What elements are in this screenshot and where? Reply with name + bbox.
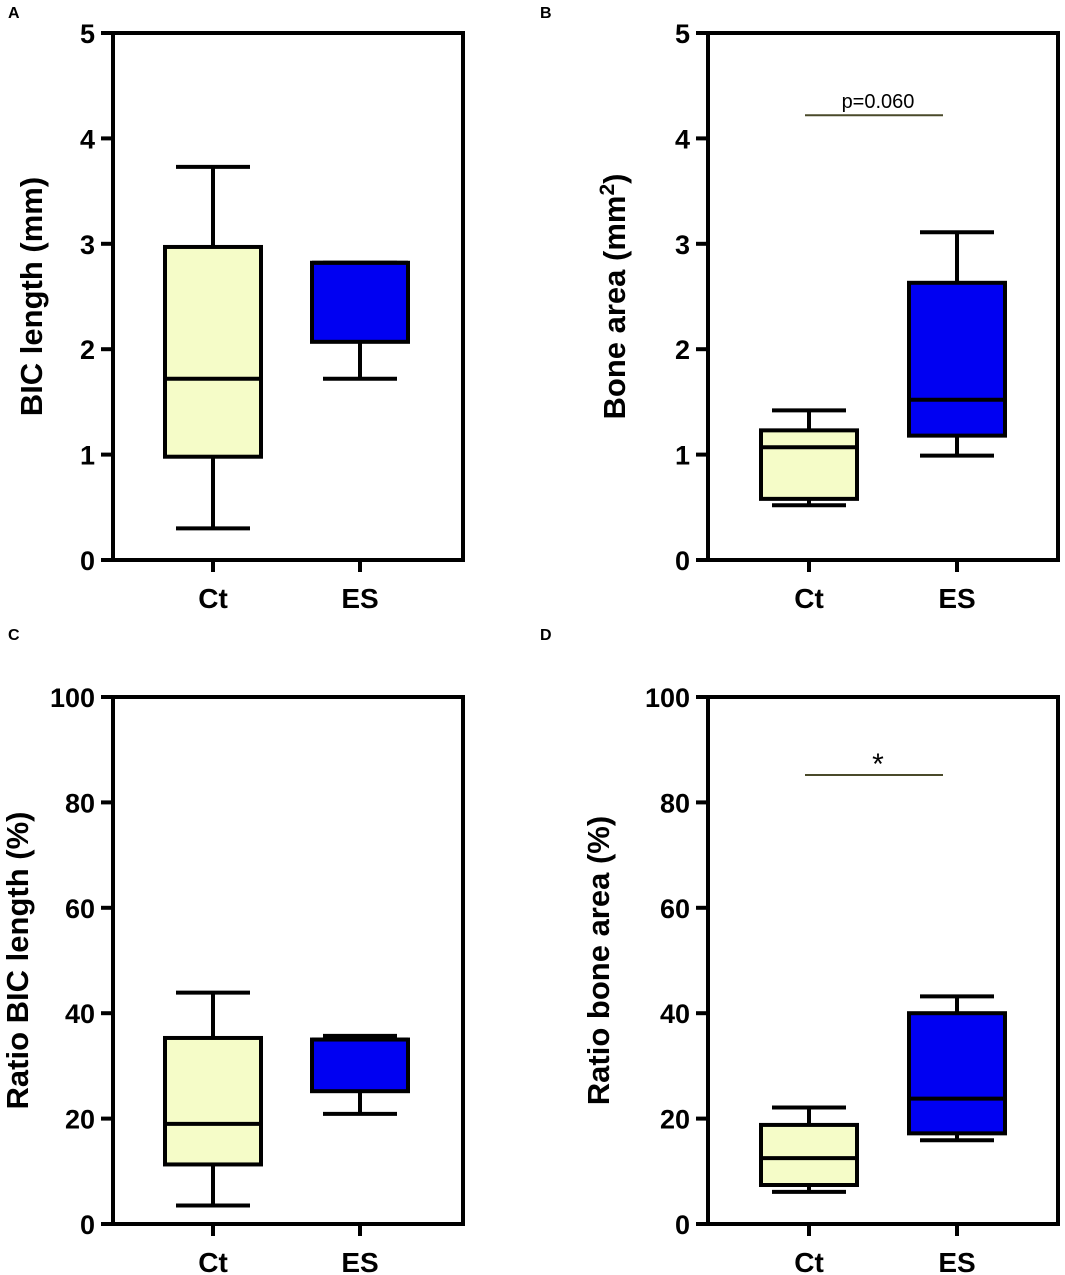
y-tick-label: 0 xyxy=(80,546,95,576)
box-es xyxy=(310,1037,410,1094)
y-tick-label: 40 xyxy=(65,999,95,1029)
y-tick-label: 0 xyxy=(675,1210,690,1240)
y-tick-label: 3 xyxy=(675,230,690,260)
y-axis-title: Ratio BIC length (%) xyxy=(0,812,35,1110)
y-tick-label: 20 xyxy=(65,1105,95,1135)
y-tick-label: 1 xyxy=(80,441,95,471)
y-tick-label: 60 xyxy=(65,894,95,924)
x-category-label: Ct xyxy=(198,583,228,614)
x-category-label: Ct xyxy=(794,1247,824,1275)
y-axis-title: BIC length (mm) xyxy=(14,177,49,416)
box-es xyxy=(310,260,410,344)
y-tick-label: 60 xyxy=(660,894,690,924)
y-tick-label: 20 xyxy=(660,1105,690,1135)
y-tick-label: 4 xyxy=(80,124,95,154)
box-es xyxy=(907,280,1007,438)
y-tick-label: 2 xyxy=(80,335,95,365)
panel-letter: B xyxy=(540,5,552,22)
y-tick-label: 100 xyxy=(50,683,95,713)
panel-c: C 0 20 40 60 80 100 Ct ES Ratio BIC length (%) xyxy=(0,627,465,1275)
y-tick-label: 2 xyxy=(675,335,690,365)
x-category-label: ES xyxy=(341,583,378,614)
significance-star: * xyxy=(872,748,884,781)
y-tick-label: 5 xyxy=(675,19,690,49)
x-category-label: Ct xyxy=(794,583,824,614)
y-tick-label: 0 xyxy=(675,546,690,576)
plot-frame xyxy=(111,695,465,1226)
x-category-label: ES xyxy=(341,1247,378,1275)
box-ct xyxy=(759,428,859,501)
p-value-label: p=0.060 xyxy=(842,91,915,113)
y-axis-title: Ratio bone area (%) xyxy=(581,816,616,1105)
y-tick-label: 100 xyxy=(645,683,690,713)
y-tick-label: 5 xyxy=(80,19,95,49)
plot-frame xyxy=(706,31,1060,562)
plot-frame xyxy=(111,31,465,562)
panel-b: B 0 1 2 3 4 5 Ct ES Bone area (mm2) p=0.060 xyxy=(540,5,1060,614)
y-tick-label: 80 xyxy=(65,788,95,818)
y-tick-label: 40 xyxy=(660,999,690,1029)
box-ct xyxy=(163,1035,263,1167)
y-tick-label: 1 xyxy=(675,441,690,471)
box-ct xyxy=(759,1122,859,1188)
panel-d: D 0 20 40 60 80 100 Ct ES Ratio bone area (%) * xyxy=(540,627,1060,1275)
y-tick-label: 3 xyxy=(80,230,95,260)
y-tick-label: 4 xyxy=(675,124,690,154)
x-category-label: ES xyxy=(938,583,975,614)
x-category-label: ES xyxy=(938,1247,975,1275)
plot-frame xyxy=(706,695,1060,1226)
panel-letter: D xyxy=(540,627,552,644)
y-tick-label: 0 xyxy=(80,1210,95,1240)
panel-letter: A xyxy=(8,5,20,22)
y-axis-title: Bone area (mm2) xyxy=(596,174,633,420)
panel-letter: C xyxy=(8,627,20,644)
panel-a: A 0 1 2 3 4 5 Ct ES BIC length (mm) xyxy=(8,5,465,614)
box-ct xyxy=(163,244,263,459)
box-es xyxy=(907,1011,1007,1136)
y-tick-label: 80 xyxy=(660,788,690,818)
x-category-label: Ct xyxy=(198,1247,228,1275)
